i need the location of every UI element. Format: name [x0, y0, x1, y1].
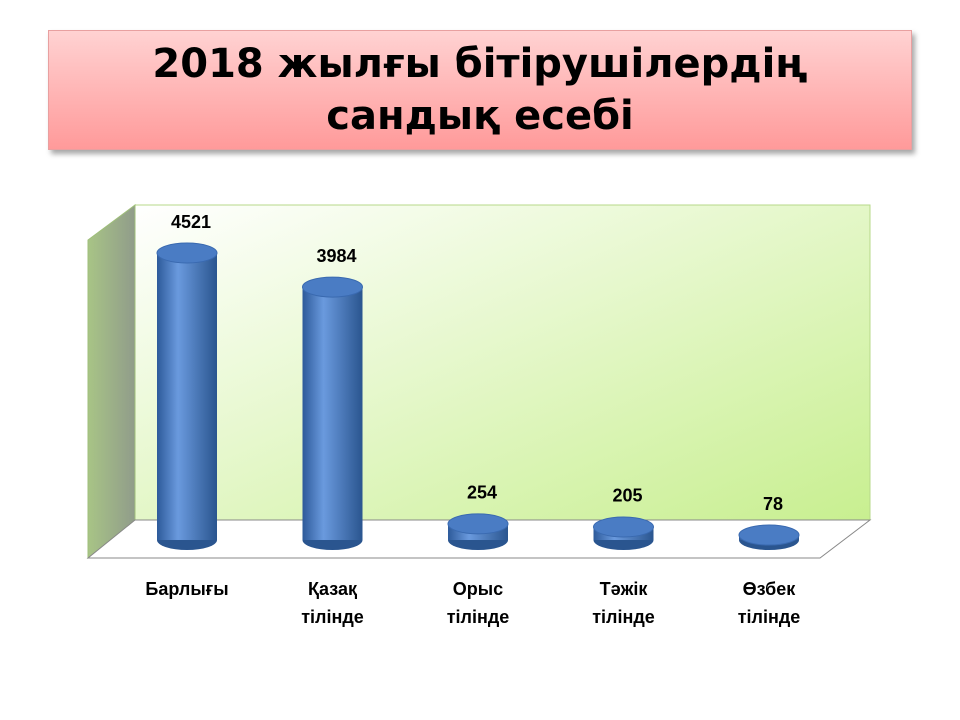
bar-top — [738, 524, 800, 546]
data-label: 3984 — [316, 246, 356, 266]
x-tick-label: Өзбек тілінде — [738, 579, 801, 627]
bar-top — [593, 516, 654, 538]
x-tick-label: Орыс тілінде — [447, 579, 510, 627]
x-tick-label: Барлығы — [145, 579, 228, 599]
data-label: 78 — [763, 494, 783, 514]
data-label: 4521 — [171, 212, 211, 232]
bar-top — [447, 513, 509, 535]
bar — [302, 287, 363, 540]
x-tick-label: Тәжік тілінде — [592, 579, 655, 627]
side-wall — [87, 204, 136, 560]
back-wall — [134, 204, 871, 521]
chart-title: 2018 жылғы бітірушілердің сандық есебі — [48, 30, 912, 150]
bar-top — [156, 242, 218, 264]
x-tick-label: Қазақ тілінде — [301, 579, 364, 627]
bar — [157, 253, 217, 540]
bar-top — [302, 276, 363, 298]
data-label: 254 — [467, 483, 497, 503]
data-label: 205 — [612, 486, 642, 506]
